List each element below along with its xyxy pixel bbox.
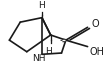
Text: O: O	[92, 19, 100, 29]
Text: H: H	[45, 47, 52, 56]
Text: NH: NH	[32, 54, 46, 63]
Text: OH: OH	[90, 47, 105, 57]
Text: H: H	[38, 1, 45, 10]
